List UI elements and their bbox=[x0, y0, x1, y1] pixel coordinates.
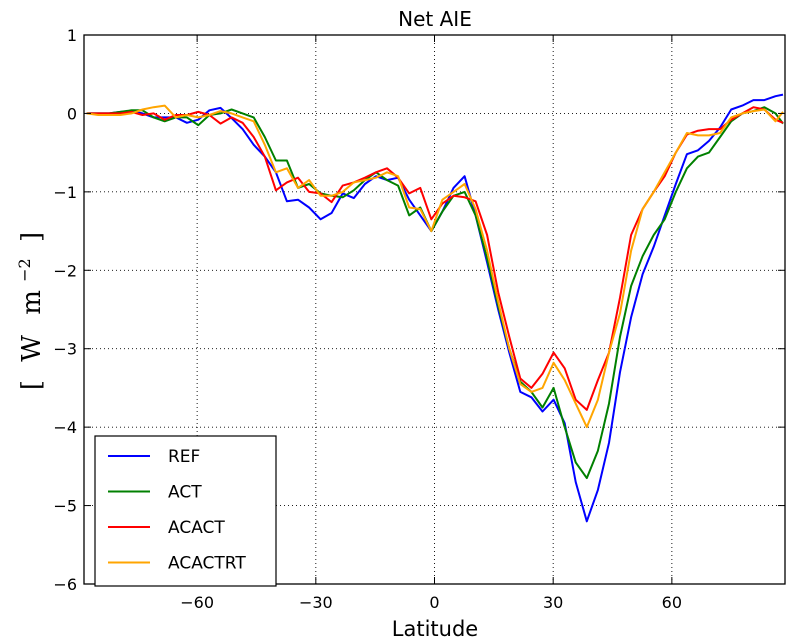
x-tick-label: 60 bbox=[662, 593, 682, 612]
series-line-acact bbox=[86, 106, 784, 411]
y-tick-label: −1 bbox=[53, 183, 77, 202]
y-tick-label: −3 bbox=[53, 340, 77, 359]
y-tick-label: 1 bbox=[67, 26, 77, 45]
legend-label: ACT bbox=[168, 483, 202, 503]
legend-item: ACT bbox=[108, 483, 202, 503]
y-axis-label-close-bracket: ] bbox=[17, 232, 47, 242]
svg-text:[ W m −2: [ W m −2 ] bbox=[7, 232, 47, 390]
chart-title: Net AIE bbox=[398, 7, 472, 31]
series-lines bbox=[86, 93, 784, 523]
y-axis-label-unit-m: m bbox=[17, 290, 47, 315]
legend-label: REF bbox=[168, 447, 200, 467]
legend-label: ACACTRT bbox=[168, 554, 246, 574]
y-tick-labels: 1 0 −1 −2 −3 −4 −5 −6 bbox=[53, 26, 77, 594]
y-axis-label-open-bracket: [ bbox=[17, 380, 47, 390]
y-tick-label: −5 bbox=[53, 497, 77, 516]
y-tick-label: 0 bbox=[67, 104, 77, 123]
y-tick-label: −2 bbox=[53, 261, 77, 280]
x-tick-label: −30 bbox=[299, 593, 333, 612]
y-tick-label: −6 bbox=[53, 575, 77, 594]
x-tick-labels: −60 −30 0 30 60 bbox=[180, 593, 682, 612]
legend-item: ACACT bbox=[108, 518, 225, 538]
series-line-act bbox=[86, 106, 784, 480]
y-tick-label: −4 bbox=[53, 418, 77, 437]
series-line-acactrt bbox=[86, 104, 784, 429]
legend-item: REF bbox=[108, 447, 200, 467]
y-axis-label: [ W m −2 ] bbox=[7, 232, 47, 390]
axis-ticks bbox=[84, 34, 785, 585]
y-axis-label-unit-w: W bbox=[17, 335, 47, 362]
legend-label: ACACT bbox=[168, 518, 225, 538]
legend: REF ACT ACACT ACACTRT bbox=[94, 435, 277, 587]
x-tick-label: 30 bbox=[543, 593, 563, 612]
x-tick-label: −60 bbox=[180, 593, 214, 612]
legend-box bbox=[94, 435, 277, 587]
x-axis-label: Latitude bbox=[392, 617, 478, 641]
legend-item: ACACTRT bbox=[108, 554, 246, 574]
y-axis-label-exponent: −2 bbox=[15, 258, 34, 282]
x-tick-label: 0 bbox=[429, 593, 439, 612]
